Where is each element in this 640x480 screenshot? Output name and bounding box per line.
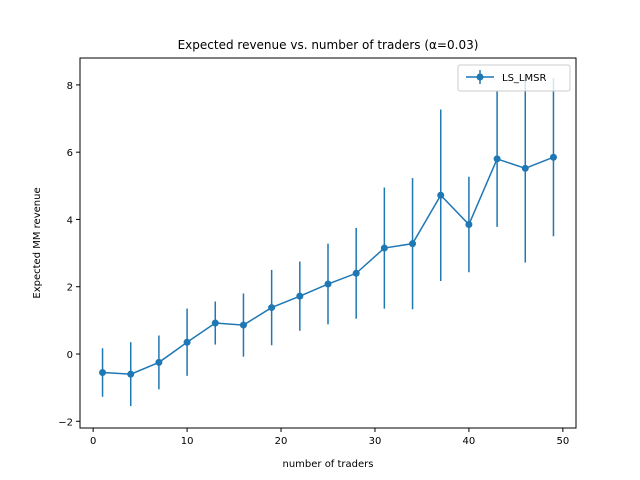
y-tick-label: 8: [67, 81, 73, 92]
data-point: [352, 269, 360, 277]
data-point: [549, 153, 557, 161]
y-tick-label: 0: [67, 350, 73, 361]
data-point: [239, 321, 247, 329]
legend-label-ls-lmsr: LS_LMSR: [502, 73, 546, 84]
data-point: [183, 338, 191, 346]
x-tick-label: 40: [463, 436, 476, 447]
data-point: [465, 221, 473, 228]
ticks: 0 10 20 30 40 50 −2 0 2 4 6 8: [58, 81, 569, 447]
x-tick-label: 10: [181, 436, 194, 447]
x-axis-label: number of traders: [282, 459, 373, 470]
data-point: [324, 280, 332, 288]
x-tick-label: 30: [369, 436, 382, 447]
legend-marker-sample: [476, 73, 484, 81]
y-tick-label: −2: [58, 417, 73, 428]
data-point: [296, 292, 304, 300]
x-tick-label: 20: [275, 436, 288, 447]
x-tick-label: 0: [90, 436, 96, 447]
data-point: [409, 240, 417, 248]
data-point: [521, 164, 529, 172]
plot-marks: [99, 74, 557, 407]
y-tick-label: 4: [67, 215, 73, 226]
data-point: [155, 358, 163, 366]
y-tick-label: 2: [67, 283, 73, 294]
legend: LS_LMSR: [457, 64, 571, 92]
y-axis-label: Expected MM revenue: [32, 187, 43, 298]
x-tick-label: 50: [556, 436, 569, 447]
chart-title: Expected revenue vs. number of traders (…: [178, 38, 479, 52]
data-point: [380, 244, 388, 252]
data-point: [127, 370, 135, 378]
legend-box: [457, 64, 571, 92]
data-point: [211, 319, 219, 327]
y-tick-label: 6: [67, 148, 73, 159]
data-point: [268, 304, 276, 312]
axes-frame: [79, 57, 577, 429]
data-point: [437, 191, 445, 199]
series-0: [99, 74, 557, 407]
data-point: [99, 369, 107, 376]
data-point: [493, 155, 501, 163]
axes-border: [79, 57, 577, 429]
